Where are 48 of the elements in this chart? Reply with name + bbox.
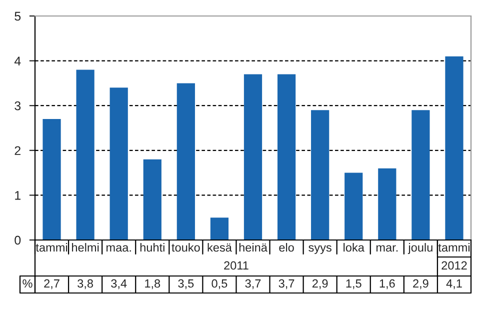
x-tick-label: huhti [140,242,164,252]
data-label: 3,7 [245,279,261,290]
bar [344,172,363,240]
data-label: 3,7 [278,279,294,290]
x-tick-label: joulu [408,242,432,254]
x-tick-label: loka [344,242,364,252]
x-tick-label: maa. [106,245,131,252]
x-tick-label: heinä [239,242,268,252]
data-label: 3,4 [111,279,127,290]
data-label: 3,8 [78,279,93,290]
x-tick-label: tammi [438,242,470,252]
y-tick-label: 2 [14,146,20,155]
bar [445,56,464,240]
y-tick-label: 1 [15,191,20,200]
bar [143,159,162,240]
text: 2011 [224,261,248,270]
text: 2012 [442,261,467,270]
data-label: 3,5 [178,279,194,290]
y-tick-label: 0 [14,236,21,245]
bar [412,110,430,240]
bar [76,70,94,240]
data-label: 2,9 [312,279,328,290]
bar [176,83,195,240]
x-tick-label: elo [279,242,294,252]
bar [311,110,330,240]
x-tick-label: touko [172,242,200,252]
data-label: 4,1 [446,279,462,290]
y-tick-label: 4 [14,56,21,66]
data-label: 2,9 [413,279,428,290]
bar [244,74,262,240]
data-label: 2,7 [44,279,60,290]
bar [210,218,229,240]
bar [110,88,128,240]
data-label: 1,6 [380,279,395,290]
data-label: 0,5 [212,279,228,290]
x-tick-label: kesä [208,242,232,252]
data-label: 1,8 [145,279,160,290]
y-tick-label: 5 [14,12,21,21]
x-tick-label: helmi [72,242,99,252]
x-tick-label: tammi [36,242,68,252]
data-label: 1,5 [346,279,362,290]
text: % [22,279,32,288]
bar [277,74,296,240]
bar [42,119,61,240]
x-tick-label: syys [308,245,332,254]
bar [378,168,396,240]
x-tick-label: mar. [376,245,398,252]
y-tick-label: 3 [14,101,21,110]
